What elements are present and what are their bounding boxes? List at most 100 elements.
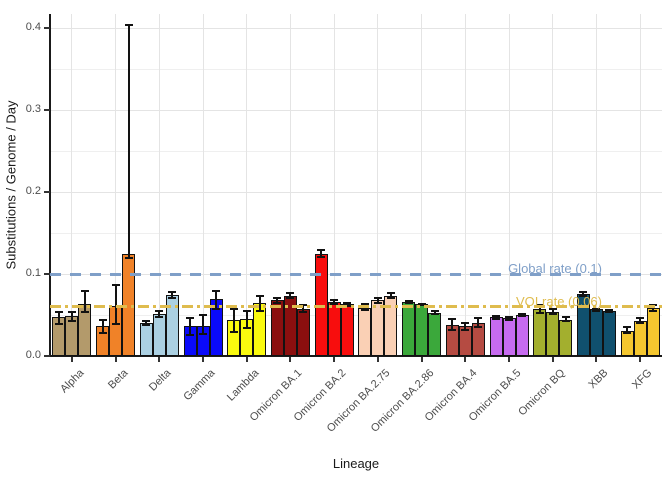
y-axis-line [49, 14, 51, 357]
bar-slot [152, 310, 166, 356]
bar [489, 317, 503, 356]
bar-group-delta [139, 291, 179, 356]
error-cap-top [255, 294, 264, 297]
bar-group-omicron-ba-5 [489, 312, 529, 356]
error-cap-bottom [54, 322, 63, 325]
bar-slot [471, 317, 485, 356]
bar-slot [576, 291, 590, 356]
bar-slot [196, 314, 210, 356]
error-cap-top [373, 296, 382, 299]
bar-slot [96, 319, 110, 356]
gridline-vertical [595, 14, 597, 356]
error-whisker [171, 291, 174, 300]
error-cap-top [623, 326, 632, 329]
error-cap-top [286, 292, 295, 295]
error-whisker [639, 316, 642, 325]
error-cap-top [111, 283, 120, 286]
bar-slot [358, 302, 372, 356]
x-tick-mark [202, 357, 204, 362]
bar [559, 319, 573, 356]
error-whisker [551, 308, 554, 315]
error-cap-bottom [168, 297, 177, 300]
bar-group-omicron-bq [533, 303, 573, 356]
error-cap-bottom [212, 308, 220, 311]
error-cap-top [98, 319, 107, 322]
bar-slot [253, 294, 267, 356]
bar-slot [371, 296, 385, 356]
error-cap-top [229, 307, 238, 310]
y-tick-label: 0.0 [25, 349, 41, 361]
error-cap-top [548, 308, 557, 311]
bar [415, 304, 429, 356]
error-cap-bottom [636, 322, 645, 325]
error-cap-top [492, 315, 500, 317]
bar [296, 309, 310, 356]
error-cap-top [360, 302, 369, 305]
y-tick-mark [44, 355, 50, 357]
gridline-vertical [158, 14, 160, 356]
gridline-minor [50, 314, 662, 316]
bar-slot [633, 316, 647, 356]
error-cap-top [212, 289, 220, 292]
bar-slot [602, 309, 616, 356]
bar [515, 315, 529, 356]
error-cap-bottom [474, 326, 483, 329]
gridline-vertical [71, 14, 73, 356]
error-cap-top [461, 321, 470, 324]
bar-slot [270, 296, 284, 356]
error-whisker [83, 290, 86, 314]
x-tick-label: XBB [586, 367, 611, 392]
error-cap-top [474, 317, 483, 320]
bar-slot [78, 290, 92, 356]
bar-slot [589, 307, 603, 356]
error-cap-bottom [505, 318, 513, 321]
bar-slot [515, 312, 529, 356]
error-cap-bottom [649, 309, 658, 312]
error-cap-bottom [199, 332, 207, 335]
bar [371, 300, 385, 356]
error-cap-top [54, 310, 63, 313]
bar [152, 314, 166, 356]
y-tick-label: 0.3 [25, 103, 41, 115]
error-whisker [202, 314, 204, 335]
gridline-minor [50, 232, 662, 234]
bar-slot [52, 310, 66, 356]
error-cap-top [330, 299, 339, 302]
x-tick-label: Lambda [224, 367, 262, 404]
error-cap-top [448, 318, 457, 321]
error-whisker [145, 319, 148, 327]
bar-group-beta [96, 23, 136, 356]
bar-slot [646, 303, 660, 356]
error-cap-bottom [492, 317, 500, 320]
bar [327, 301, 341, 356]
bar [270, 300, 284, 356]
error-cap-bottom [623, 331, 632, 334]
gridline-vertical [421, 14, 423, 356]
x-tick-mark [508, 357, 510, 362]
error-whisker [346, 301, 349, 307]
error-whisker [333, 299, 336, 306]
bar [502, 318, 516, 356]
y-tick-mark [44, 109, 50, 111]
error-cap-top [168, 291, 177, 294]
x-tick-mark [114, 357, 117, 362]
error-cap-bottom [330, 303, 339, 306]
error-cap-bottom [430, 313, 439, 315]
error-cap-bottom [561, 320, 570, 323]
bar-slot [139, 319, 153, 356]
bar-slot [209, 289, 223, 356]
y-tick-label: 0.1 [25, 267, 41, 279]
x-tick-label: Delta [147, 367, 174, 394]
error-cap-top [199, 314, 207, 317]
gridline-vertical [639, 14, 641, 356]
error-cap-top [605, 309, 614, 312]
bar-slot [445, 318, 459, 356]
gridline-minor [50, 150, 662, 152]
bar-slot [122, 23, 136, 356]
error-cap-top [242, 310, 251, 313]
x-tick-mark [158, 357, 161, 362]
error-cap-bottom [229, 331, 238, 334]
error-whisker [595, 307, 598, 312]
reference-line-label: Global rate (0.1) [508, 261, 602, 276]
error-cap-bottom [592, 309, 601, 312]
